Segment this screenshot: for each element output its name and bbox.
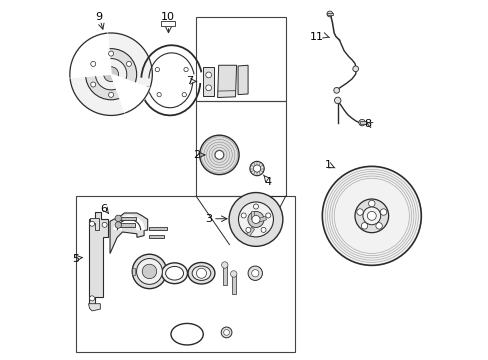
Circle shape <box>366 211 375 220</box>
Polygon shape <box>110 213 147 253</box>
Circle shape <box>251 270 258 277</box>
Text: 6: 6 <box>100 204 107 214</box>
Bar <box>118 224 135 226</box>
Ellipse shape <box>192 266 210 280</box>
Circle shape <box>182 93 186 97</box>
Circle shape <box>115 222 121 228</box>
Bar <box>118 217 136 220</box>
Circle shape <box>253 165 260 172</box>
Ellipse shape <box>187 262 214 284</box>
Circle shape <box>157 93 161 97</box>
Circle shape <box>223 329 229 335</box>
Circle shape <box>221 327 231 338</box>
Circle shape <box>95 59 126 90</box>
Circle shape <box>91 82 96 87</box>
Circle shape <box>70 33 152 116</box>
Text: 8: 8 <box>364 120 371 129</box>
Bar <box>161 22 174 26</box>
Circle shape <box>230 271 237 277</box>
Circle shape <box>261 228 265 233</box>
Text: 2: 2 <box>193 150 200 160</box>
Circle shape <box>183 67 188 72</box>
Bar <box>246 227 254 236</box>
Circle shape <box>247 266 262 280</box>
Circle shape <box>251 215 260 224</box>
Polygon shape <box>238 65 247 95</box>
Bar <box>196 17 285 101</box>
Circle shape <box>238 202 273 237</box>
Circle shape <box>228 193 282 246</box>
Circle shape <box>136 258 162 284</box>
Text: 4: 4 <box>264 177 271 187</box>
Circle shape <box>205 72 211 78</box>
Bar <box>132 268 135 275</box>
Circle shape <box>265 213 270 218</box>
Circle shape <box>380 209 386 215</box>
Circle shape <box>102 222 107 227</box>
Circle shape <box>375 222 382 229</box>
Text: 10: 10 <box>160 12 174 22</box>
Bar <box>250 211 254 220</box>
Bar <box>326 13 333 15</box>
Bar <box>359 121 366 125</box>
Circle shape <box>89 296 94 301</box>
Circle shape <box>221 262 227 268</box>
Circle shape <box>334 97 340 104</box>
Circle shape <box>126 62 131 66</box>
Ellipse shape <box>162 263 187 284</box>
Circle shape <box>85 49 136 100</box>
Text: 11: 11 <box>309 32 323 41</box>
Ellipse shape <box>165 266 183 280</box>
Text: 9: 9 <box>96 12 102 22</box>
Circle shape <box>354 199 388 233</box>
Circle shape <box>333 87 339 93</box>
Circle shape <box>215 150 224 159</box>
Text: 5: 5 <box>72 254 79 264</box>
Circle shape <box>326 11 332 17</box>
Circle shape <box>205 85 211 91</box>
Bar <box>149 235 163 238</box>
Circle shape <box>253 204 258 209</box>
Circle shape <box>352 66 358 72</box>
Text: 7: 7 <box>186 76 193 86</box>
Polygon shape <box>111 74 150 113</box>
Polygon shape <box>69 33 111 78</box>
Circle shape <box>199 135 239 175</box>
Bar <box>222 265 226 285</box>
Circle shape <box>361 222 367 229</box>
Circle shape <box>368 200 374 207</box>
Polygon shape <box>88 304 100 311</box>
Text: 3: 3 <box>205 214 212 224</box>
Circle shape <box>142 264 156 279</box>
Circle shape <box>196 268 206 278</box>
Circle shape <box>245 228 250 233</box>
Polygon shape <box>88 212 108 304</box>
Circle shape <box>356 209 363 215</box>
Bar <box>196 101 285 196</box>
Circle shape <box>103 67 118 82</box>
Polygon shape <box>90 218 99 230</box>
Bar <box>231 274 235 294</box>
Bar <box>149 226 166 230</box>
Polygon shape <box>217 65 236 98</box>
Circle shape <box>89 221 94 226</box>
Circle shape <box>249 161 264 176</box>
Circle shape <box>132 254 166 289</box>
Circle shape <box>247 211 264 228</box>
Circle shape <box>91 62 96 66</box>
Bar <box>257 216 266 222</box>
Circle shape <box>362 207 380 225</box>
Circle shape <box>241 213 245 218</box>
Circle shape <box>115 215 121 222</box>
Circle shape <box>108 92 113 97</box>
Bar <box>76 196 294 352</box>
Circle shape <box>322 166 421 265</box>
Circle shape <box>108 51 113 56</box>
Text: 1: 1 <box>324 160 331 170</box>
Polygon shape <box>203 67 214 96</box>
Circle shape <box>358 120 365 126</box>
Circle shape <box>155 67 159 72</box>
